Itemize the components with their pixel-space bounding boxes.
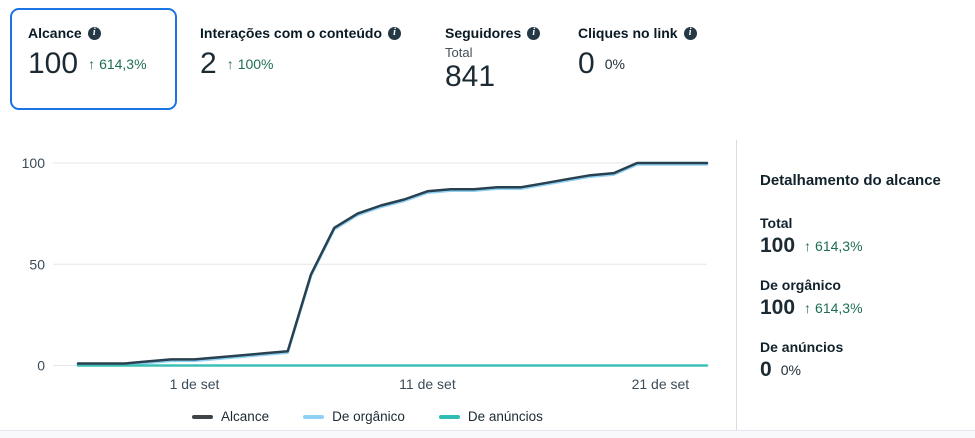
breakdown-change-value: 614,3% — [815, 238, 863, 254]
metric-card-label-row: Interações com o conteúdo i — [200, 25, 402, 41]
vertical-divider — [736, 140, 737, 430]
panel-heading: Detalhamento do alcance — [760, 172, 941, 189]
metric-value: 100 — [28, 47, 79, 80]
breakdown-label: De orgânico — [760, 277, 841, 293]
breakdown-item-anuncios: De anúncios 0 0% — [760, 339, 970, 382]
metric-card-label-row: Cliques no link i — [578, 25, 697, 41]
reach-breakdown-panel: Detalhamento do alcance Total 100 ↑ 614,3… — [760, 172, 970, 401]
breakdown-label: Total — [760, 215, 793, 231]
legend-label: Alcance — [221, 409, 270, 424]
anuncios-line-swatch-icon — [438, 414, 460, 419]
metric-card-cliques[interactable]: Cliques no link i 0 0% — [578, 25, 697, 80]
breakdown-value: 100 — [760, 296, 796, 319]
metric-value-row: 100 ↑ 614,3% — [28, 48, 159, 80]
info-icon[interactable]: i — [388, 26, 402, 40]
breakdown-value: 100 — [760, 234, 796, 257]
up-arrow-icon: ↑ — [804, 238, 812, 254]
series-line-de-orgânico — [76, 163, 709, 367]
metric-change-value: 100% — [237, 55, 274, 72]
metric-value-row: 0 0% — [578, 48, 697, 80]
legend-item-alcance[interactable]: Alcance — [192, 409, 269, 424]
breakdown-change: ↑ 614,3% — [804, 238, 862, 254]
reach-line-chart: 0 50 100 1 de set 11 de set 21 de set — [22, 155, 709, 392]
breakdown-item-organico: De orgânico 100 ↑ 614,3% — [760, 277, 970, 320]
metric-change: ↑ 100% — [227, 56, 274, 72]
x-axis-tick: 1 de set — [170, 376, 220, 392]
chart-legend: Alcance De orgânico De anúncios — [0, 409, 735, 424]
y-axis-tick: 100 — [22, 155, 46, 171]
metric-card-label-row: Seguidores i — [445, 25, 541, 41]
section-background — [0, 431, 975, 438]
info-icon[interactable]: i — [87, 26, 101, 40]
legend-label: De anúncios — [467, 409, 543, 424]
metric-value: 841 — [445, 60, 496, 93]
metric-value-row: 2 ↑ 100% — [200, 48, 401, 80]
metric-value: 2 — [200, 47, 217, 80]
legend-label: De orgânico — [332, 409, 405, 424]
info-icon[interactable]: i — [683, 26, 697, 40]
metric-card-label: Seguidores — [445, 25, 522, 41]
breakdown-change: 0% — [781, 362, 801, 378]
series-line-alcance — [76, 161, 709, 365]
metric-card-seguidores[interactable]: Seguidores i Total 841 — [445, 25, 541, 93]
metric-change-value: 614,3% — [99, 55, 147, 72]
metric-card-label: Cliques no link — [578, 25, 678, 41]
metric-card-alcance[interactable]: Alcance i 100 ↑ 614,3% — [10, 8, 177, 110]
up-arrow-icon: ↑ — [226, 55, 234, 72]
metric-value: 0 — [578, 47, 595, 80]
legend-item-organico[interactable]: De orgânico — [303, 409, 405, 424]
up-arrow-icon: ↑ — [804, 300, 812, 316]
organico-line-swatch-icon — [303, 414, 325, 419]
breakdown-value: 0 — [760, 358, 772, 381]
breakdown-label: De anúncios — [760, 339, 844, 355]
y-axis-tick: 50 — [29, 256, 45, 272]
breakdown-change: ↑ 614,3% — [804, 300, 862, 316]
metric-change-value: 0% — [604, 55, 625, 72]
x-axis-tick: 21 de set — [632, 376, 690, 392]
y-axis-tick: 0 — [37, 358, 45, 374]
metric-card-interacoes[interactable]: Interações com o conteúdo i 2 ↑ 100% — [200, 25, 402, 80]
breakdown-change-value: 0% — [780, 362, 801, 378]
info-icon[interactable]: i — [527, 26, 541, 40]
metric-card-label: Alcance — [28, 25, 82, 41]
alcance-line-swatch-icon — [192, 414, 214, 419]
legend-item-anuncios[interactable]: De anúncios — [438, 409, 543, 424]
up-arrow-icon: ↑ — [88, 55, 96, 72]
breakdown-item-total: Total 100 ↑ 614,3% — [760, 215, 970, 258]
metric-change: ↑ 614,3% — [88, 56, 146, 72]
breakdown-change-value: 614,3% — [815, 300, 863, 316]
metric-change: 0% — [605, 56, 625, 72]
metric-sublabel: Total — [445, 45, 473, 60]
metric-card-label: Interações com o conteúdo — [200, 25, 383, 41]
x-axis-tick: 11 de set — [399, 376, 456, 392]
section-divider — [0, 430, 975, 431]
metric-card-label-row: Alcance i — [28, 25, 159, 41]
